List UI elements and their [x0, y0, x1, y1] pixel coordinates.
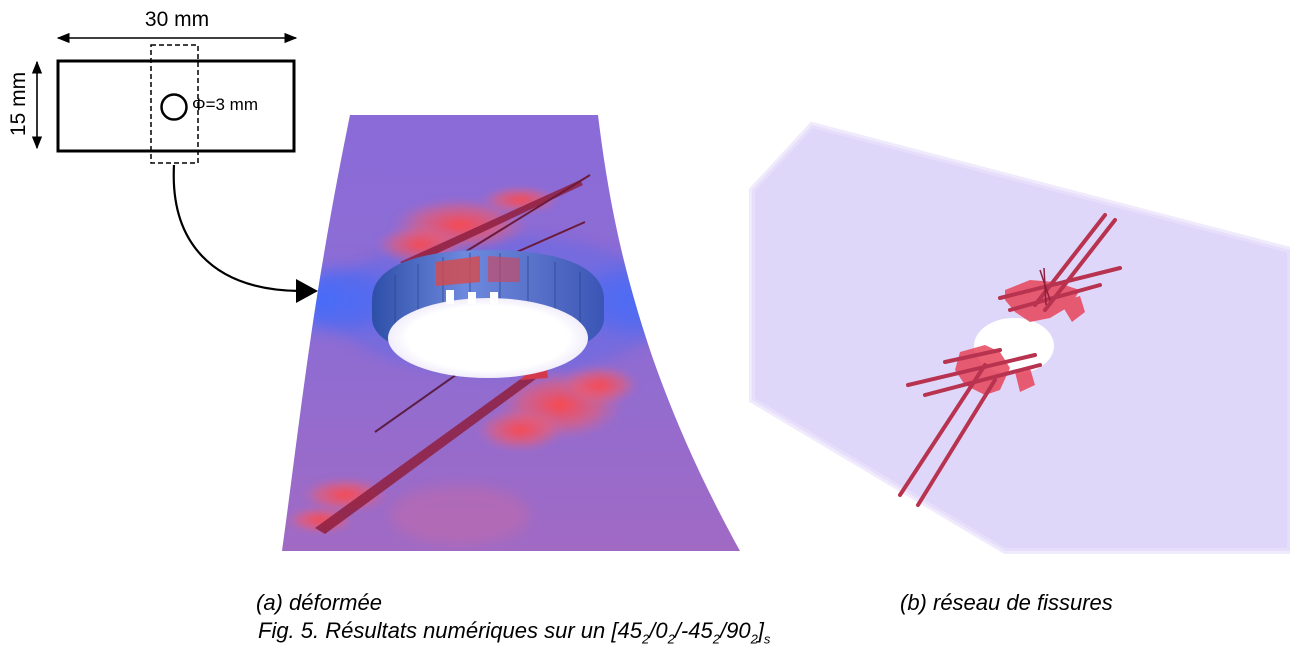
layup-1: 452	[617, 618, 650, 646]
width-label: 30 mm	[145, 8, 209, 31]
layup-4: /902	[719, 618, 758, 646]
zoom-region	[150, 44, 199, 164]
panel-b-crack-network	[749, 121, 1290, 554]
zoom-arrow	[172, 164, 301, 293]
layup-2: /02	[649, 618, 675, 646]
plate-outline	[56, 59, 296, 153]
caption-prefix: Fig. 5. Résultats numériques sur un [	[258, 618, 618, 643]
hole-opening	[388, 298, 588, 378]
panel-a-deformed-plate	[282, 115, 740, 551]
hole-circle	[160, 93, 188, 121]
height-label: 15 mm	[7, 72, 30, 136]
panel-a-label: (a) déformée	[256, 590, 382, 615]
figure-caption: Fig. 5. Résultats numériques sur un [452…	[258, 618, 771, 646]
zoom-arrow-head	[296, 279, 318, 303]
hole-diameter-label: Φ=3 mm	[192, 95, 258, 114]
layup-3: /-452	[674, 618, 720, 646]
caption-suffix: ]	[757, 618, 764, 643]
specimen-schematic: 30 mm 15 mm Φ=3 mm	[7, 8, 318, 303]
panel-b-label: (b) réseau de fissures	[900, 590, 1113, 615]
caption-suffix-sub: s	[763, 631, 771, 646]
